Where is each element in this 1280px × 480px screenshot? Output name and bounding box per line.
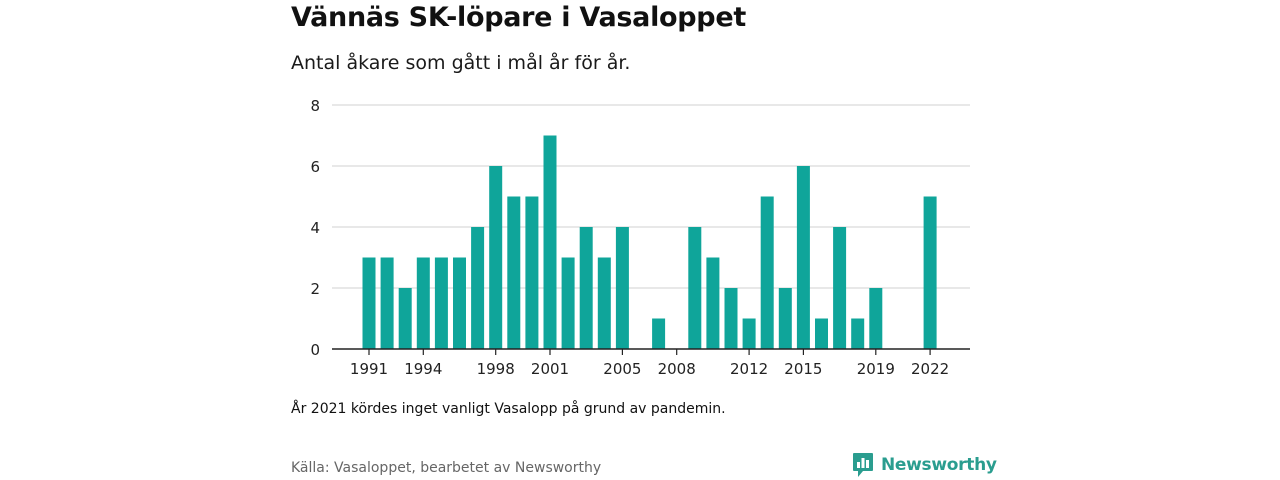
bar-2013 [760,196,774,349]
source-credit: Källa: Vasaloppet, bearbetet av Newswort… [291,460,602,476]
bar-2012 [742,318,756,349]
bar-2002 [561,257,575,349]
bar-2009 [688,227,702,349]
bar-2016 [815,318,828,349]
bar-1991 [362,257,376,349]
bar-chart: 0 2 4 6 8 1991 1994 1998 2001 2005 2008 2012 2015 201… [310,97,970,378]
bar-2017 [833,227,847,349]
bar-2001 [543,135,557,349]
y-tick-label: 0 [310,341,320,359]
x-tick-label: 2012 [730,360,768,378]
bars [362,135,937,349]
bar-2018 [851,318,865,349]
newsworthy-logo: Newsworthy [852,452,997,478]
bar-2015 [796,166,810,349]
x-tick-label: 2015 [784,360,822,378]
bar-2003 [579,227,593,349]
bar-2014 [778,288,792,349]
bar-1996 [453,257,466,349]
x-tick-label: 2001 [531,360,569,378]
bar-1997 [471,227,485,349]
y-tick-label: 2 [310,280,320,298]
x-tick-label: 2019 [857,360,895,378]
chart-note: År 2021 kördes inget vanligt Vasalopp på… [291,401,726,417]
bar-1998 [489,166,503,349]
x-tick-label: 1998 [477,360,515,378]
bar-2000 [525,196,539,349]
bar-1995 [434,257,448,349]
x-tick-label: 1991 [350,360,388,378]
bar-1992 [380,257,394,349]
x-tick-label: 1994 [404,360,442,378]
bar-2007 [652,318,666,349]
y-tick-label: 8 [310,97,320,115]
y-tick-label: 4 [310,219,320,237]
bar-2004 [597,257,611,349]
bar-2010 [706,257,720,349]
bar-1993 [398,288,412,349]
x-tick-label: 2005 [603,360,641,378]
y-tick-label: 6 [310,158,320,176]
chart-subtitle: Antal åkare som gått i mål år för år. [291,52,631,74]
chart-title: Vännäs SK-löpare i Vasaloppet [291,2,746,33]
newsworthy-bar-chart-icon [853,453,873,477]
bar-1994 [416,257,430,349]
x-tick-label: 2022 [911,360,949,378]
axes: 0 2 4 6 8 1991 1994 1998 2001 2005 2008 2012 2015 201… [310,97,970,378]
bar-1999 [507,196,521,349]
bar-2022 [923,196,937,349]
bar-2011 [724,288,738,349]
x-tick-label: 2008 [658,360,696,378]
bar-2019 [869,288,883,349]
bar-2005 [615,227,629,349]
newsworthy-logo-text: Newsworthy [881,455,997,475]
